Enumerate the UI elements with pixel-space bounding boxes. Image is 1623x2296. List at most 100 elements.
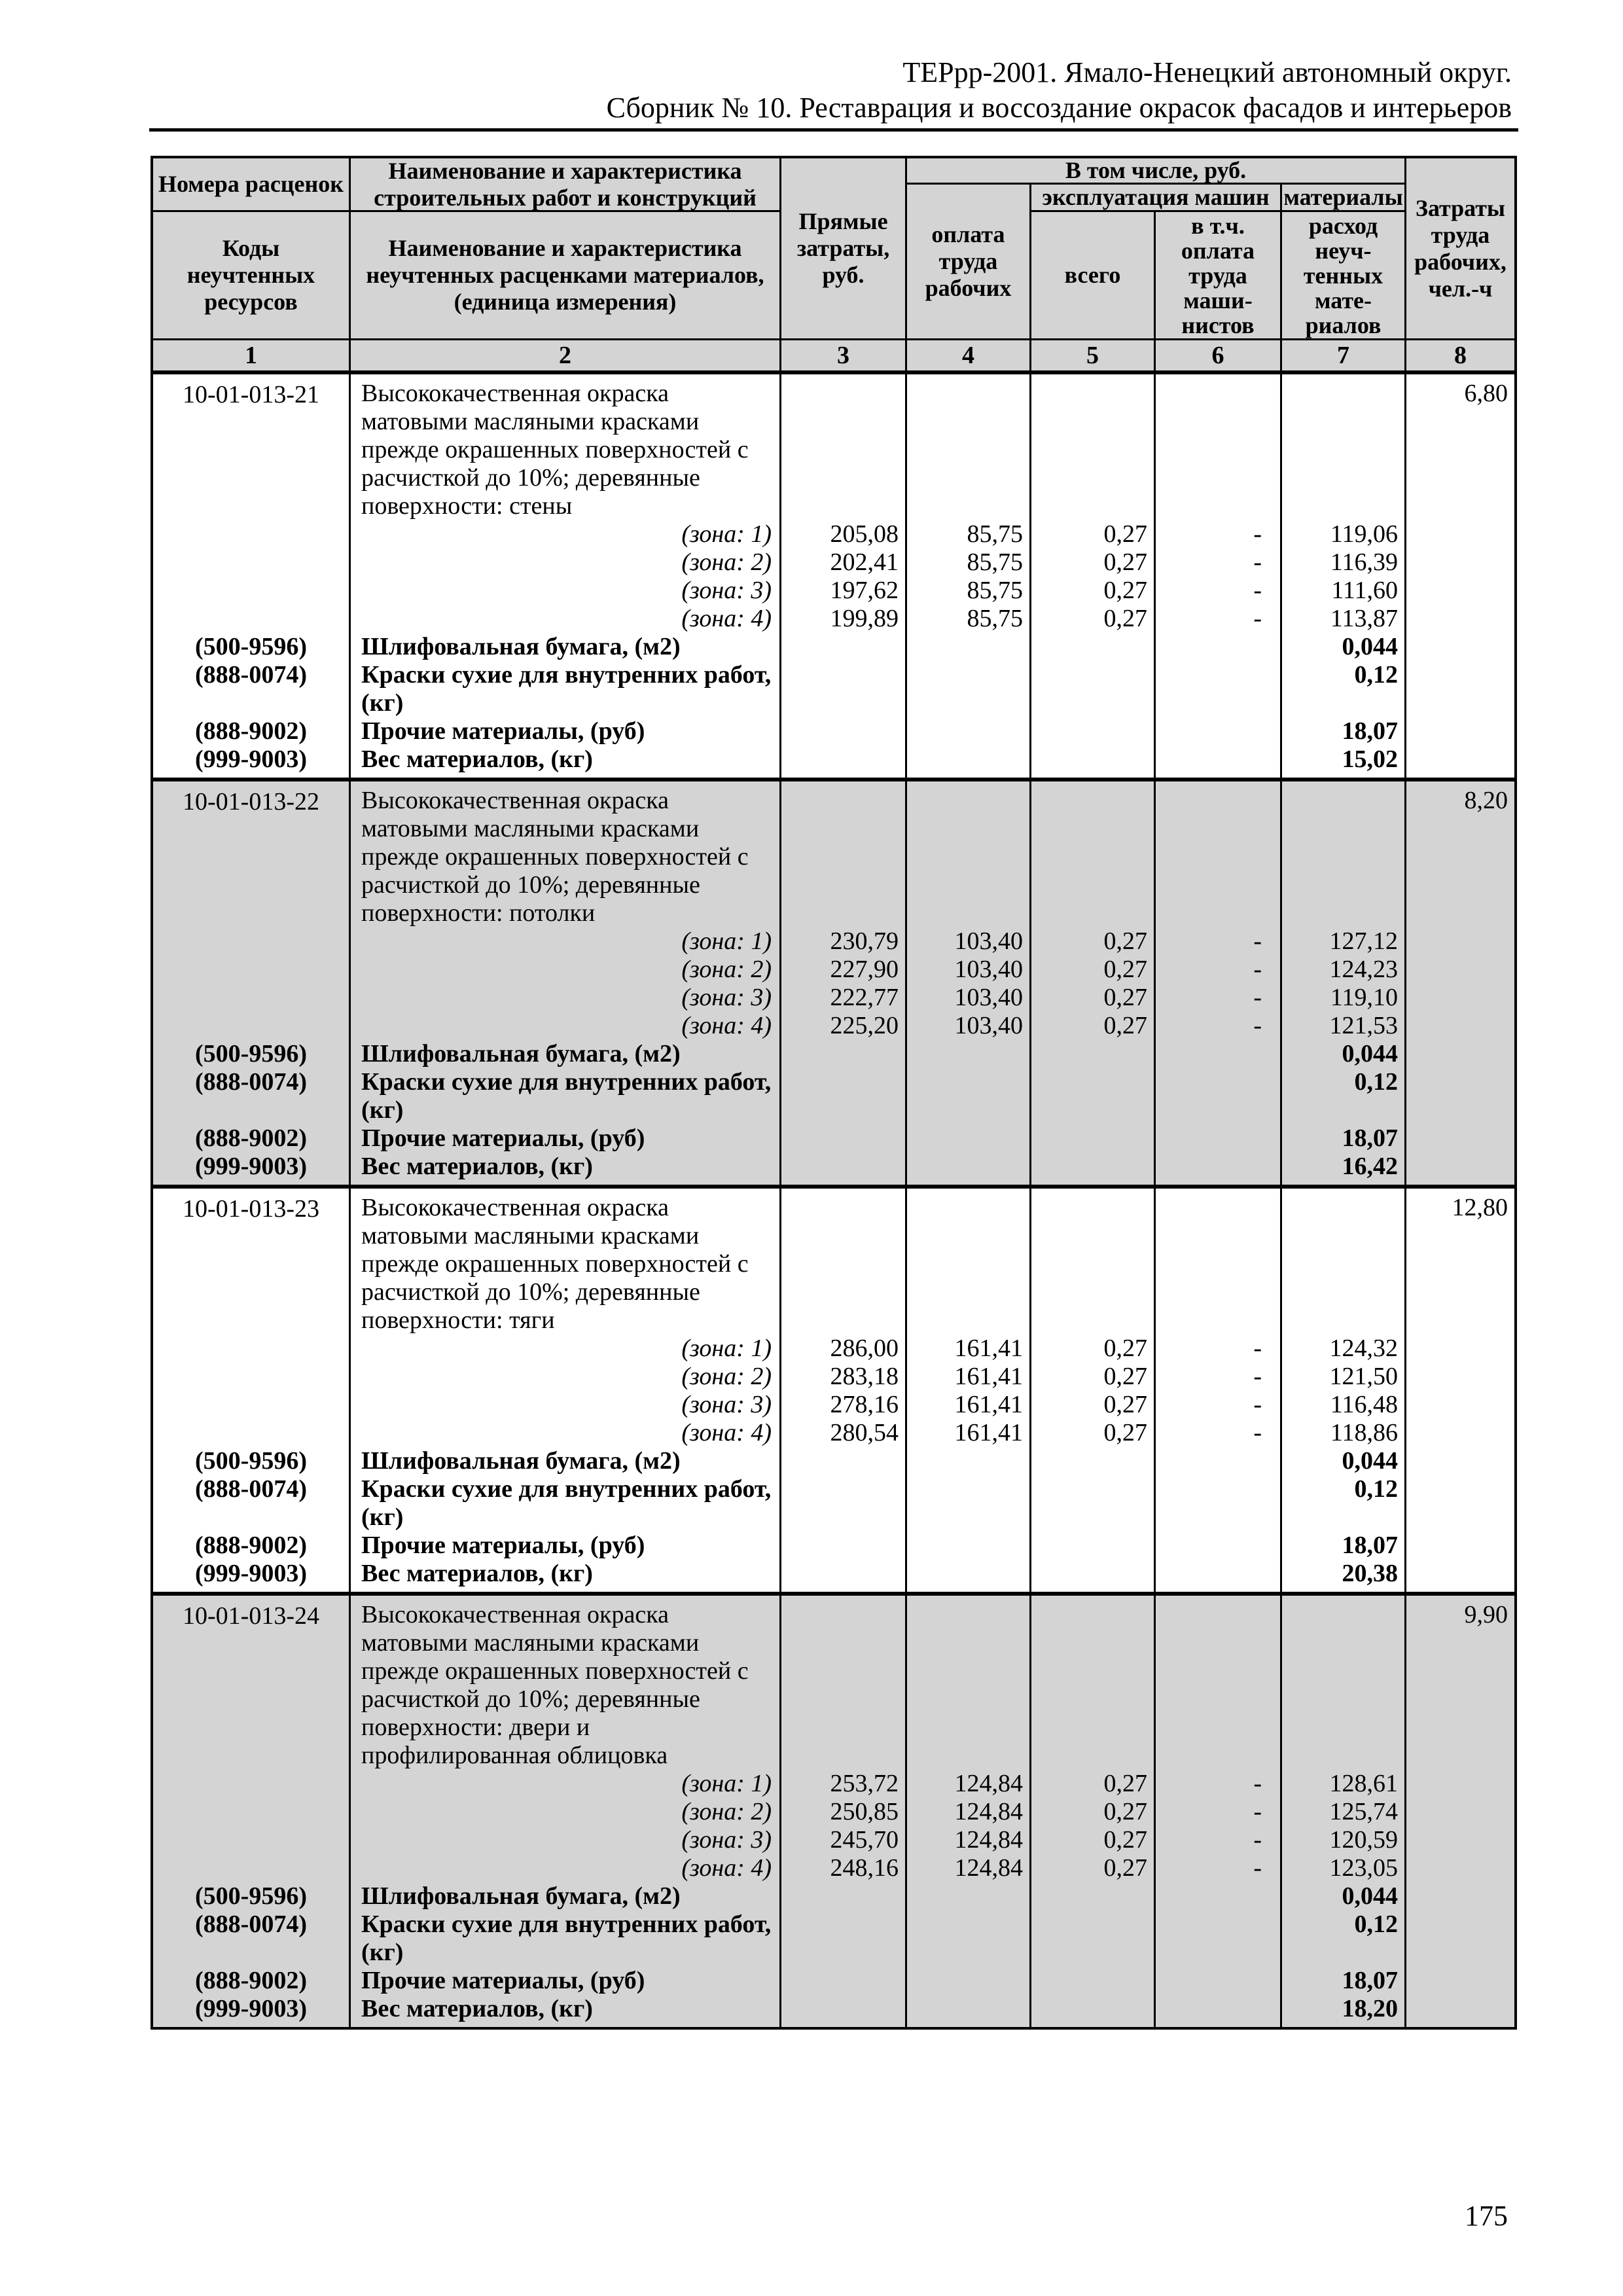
direct-costs-value: 280,54 — [781, 1419, 907, 1447]
empty-cell — [1156, 1910, 1282, 1967]
empty-cell — [1406, 1770, 1514, 1798]
empty-cell — [1156, 1124, 1282, 1153]
empty-cell — [907, 374, 1031, 520]
header-materials-group: материалы — [1282, 185, 1406, 212]
empty-cell — [1031, 1153, 1156, 1185]
header-machines-group: эксплуатация машин — [1031, 185, 1282, 212]
material-label: Прочие материалы, (руб) — [351, 1967, 781, 1995]
material-code: (999-9003) — [153, 1560, 351, 1592]
direct-costs-value: 225,20 — [781, 1012, 907, 1040]
machines-total-value: 0,27 — [1031, 1798, 1156, 1826]
material-label: Шлифовальная бумага, (м2) — [351, 1447, 781, 1475]
empty-cell — [1156, 633, 1282, 661]
empty-cell — [1406, 1419, 1514, 1447]
material-label: Шлифовальная бумага, (м2) — [351, 1040, 781, 1068]
document-header-line1: ТЕРрр-2001. Ямало-Ненецкий автономный ок… — [902, 56, 1512, 88]
materials-cost-value: 119,10 — [1282, 984, 1406, 1012]
empty-cell — [1031, 374, 1156, 520]
machines-total-value: 0,27 — [1031, 1335, 1156, 1363]
empty-cell — [781, 717, 907, 745]
empty-cell — [153, 520, 351, 548]
empty-cell — [1031, 1475, 1156, 1532]
material-consumption-value: 18,07 — [1282, 1124, 1406, 1153]
column-number-6: 6 — [1156, 340, 1282, 370]
material-consumption-value: 0,12 — [1282, 1910, 1406, 1967]
materials-cost-value: 121,53 — [1282, 1012, 1406, 1040]
empty-cell — [781, 633, 907, 661]
machinists-wages-value: - — [1156, 1363, 1282, 1391]
zone-label: (зона: 3) — [351, 1826, 781, 1854]
material-label: Прочие материалы, (руб) — [351, 717, 781, 745]
material-code: (500-9596) — [153, 1040, 351, 1068]
material-consumption-value: 20,38 — [1282, 1560, 1406, 1592]
workers-wages-value: 85,75 — [907, 520, 1031, 548]
column-number-1: 1 — [153, 340, 351, 370]
direct-costs-value: 253,72 — [781, 1770, 907, 1798]
empty-cell — [907, 1532, 1031, 1560]
empty-cell — [781, 1910, 907, 1967]
workers-wages-value: 161,41 — [907, 1391, 1031, 1419]
material-consumption-value: 0,044 — [1282, 633, 1406, 661]
material-code: (888-9002) — [153, 1532, 351, 1560]
empty-cell — [1406, 1391, 1514, 1419]
labor-hours-value: 9,90 — [1464, 1601, 1508, 1628]
document-header-line2: Сборник № 10. Реставрация и воссоздание … — [606, 92, 1512, 124]
empty-cell — [907, 1967, 1031, 1995]
header-labor-costs: Затраты труда рабочих, чел.-ч — [1406, 158, 1514, 340]
direct-costs-value: 283,18 — [781, 1363, 907, 1391]
material-code: (888-9002) — [153, 717, 351, 745]
header-materials-usage: расход неуч- тенных мате- риалов — [1282, 212, 1406, 340]
page-number: 175 — [1465, 2200, 1508, 2232]
empty-cell — [907, 1040, 1031, 1068]
empty-cell — [781, 781, 907, 927]
empty-cell — [153, 548, 351, 577]
empty-cell — [1406, 661, 1514, 717]
empty-cell — [781, 1040, 907, 1068]
empty-cell — [781, 745, 907, 778]
empty-cell — [1031, 745, 1156, 778]
empty-cell — [781, 661, 907, 717]
empty-cell — [1406, 633, 1514, 661]
machines-total-value: 0,27 — [1031, 956, 1156, 984]
workers-wages-value: 103,40 — [907, 984, 1031, 1012]
machines-total-value: 0,27 — [1031, 548, 1156, 577]
empty-cell — [1156, 1882, 1282, 1910]
column-number-4: 4 — [907, 340, 1031, 370]
direct-costs-value: 202,41 — [781, 548, 907, 577]
zone-label: (зона: 2) — [351, 956, 781, 984]
empty-cell — [1031, 1124, 1156, 1153]
materials-cost-value: 118,86 — [1282, 1419, 1406, 1447]
direct-costs-value: 278,16 — [781, 1391, 907, 1419]
material-consumption-value: 0,044 — [1282, 1447, 1406, 1475]
material-label: Краски сухие для внутренних работ, (кг) — [351, 1910, 781, 1967]
material-code: (999-9003) — [153, 745, 351, 778]
material-consumption-value: 0,044 — [1282, 1882, 1406, 1910]
labor-hours-value: 6,80 — [1464, 380, 1508, 407]
empty-cell — [1406, 984, 1514, 1012]
empty-cell — [1406, 1798, 1514, 1826]
empty-cell — [781, 374, 907, 520]
machines-total-value: 0,27 — [1031, 984, 1156, 1012]
empty-cell — [1031, 1910, 1156, 1967]
material-code: (888-9002) — [153, 1124, 351, 1153]
empty-cell — [153, 984, 351, 1012]
empty-cell — [1156, 1967, 1282, 1995]
material-consumption-value: 18,07 — [1282, 717, 1406, 745]
material-label: Вес материалов, (кг) — [351, 1995, 781, 2027]
machinists-wages-value: - — [1156, 927, 1282, 956]
empty-cell — [1406, 1363, 1514, 1391]
materials-cost-value: 111,60 — [1282, 577, 1406, 605]
machinists-wages-value: - — [1156, 1391, 1282, 1419]
material-label: Краски сухие для внутренних работ, (кг) — [351, 1475, 781, 1532]
empty-cell — [153, 956, 351, 984]
direct-costs-value: 227,90 — [781, 956, 907, 984]
empty-cell — [781, 1068, 907, 1124]
material-consumption-value: 0,12 — [1282, 1068, 1406, 1124]
materials-cost-value: 124,23 — [1282, 956, 1406, 984]
machinists-wages-value: - — [1156, 1335, 1282, 1363]
column-number-3: 3 — [781, 340, 907, 370]
empty-cell — [1156, 717, 1282, 745]
empty-cell — [1156, 374, 1282, 520]
header-machinists-wages: в т.ч. оплата труда маши- нистов — [1156, 212, 1282, 340]
materials-cost-value: 116,48 — [1282, 1391, 1406, 1419]
